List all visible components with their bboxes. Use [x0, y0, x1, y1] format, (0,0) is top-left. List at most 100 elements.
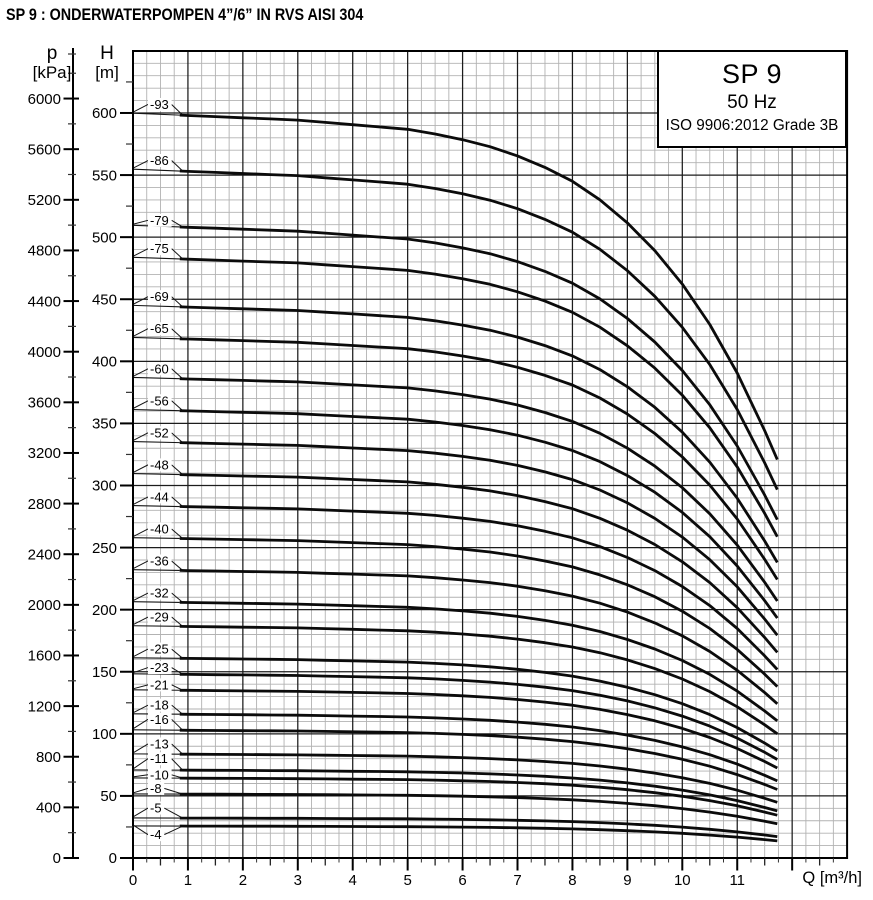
q-axis-tick-label: 7 — [513, 872, 521, 889]
pump-curve-21: -21 — [132, 677, 778, 770]
pump-curve-line — [179, 409, 779, 619]
pump-curve-44: -44 — [132, 489, 779, 671]
curve-label-bg — [148, 642, 172, 656]
pump-curve-line — [179, 337, 779, 581]
curve-label: -40 — [150, 521, 169, 536]
curve-label-bg — [148, 752, 172, 766]
curve-label-bg — [148, 213, 172, 227]
pressure-axis: 0 400 800 1200 1600 2000 2400 2800 3200 3600 4000 4… — [28, 48, 79, 867]
head-axis: 0 50 100 150 200 250 300 350 400 450 500 550 600 — [92, 81, 133, 867]
pump-curve-line — [179, 601, 779, 723]
pump-curve-line — [179, 816, 778, 838]
p-axis-tick-label: 2000 — [28, 597, 61, 614]
pump-curve-line — [179, 257, 779, 538]
q-axis-tick-label: 1 — [184, 872, 192, 889]
h-axis-tick-label: 50 — [100, 788, 117, 805]
h-axis-tick-label: 400 — [92, 354, 117, 371]
p-axis-tick-label: 1600 — [28, 648, 61, 665]
pressure-axis-symbol: p — [46, 43, 58, 64]
curve-label: -16 — [150, 712, 169, 727]
curve-label-bg — [148, 737, 172, 751]
h-axis-tick-label: 450 — [92, 291, 117, 308]
p-axis-tick-label: 3600 — [28, 395, 61, 412]
p-axis-tick-label: 2400 — [28, 546, 61, 563]
curve-label: -69 — [150, 289, 169, 304]
pump-curve-93: -93 — [132, 97, 779, 461]
pump-curve-52: -52 — [132, 425, 779, 637]
pump-curve-line — [179, 537, 779, 688]
flow-axis: 0 1 2 3 4 5 6 7 8 9 10 11 — [129, 858, 834, 889]
pump-curve-23: -23 — [132, 660, 778, 761]
pump-curve-56: -56 — [132, 393, 779, 619]
curve-label: -79 — [150, 213, 169, 228]
curve-label-bg — [148, 698, 172, 712]
curve-label: -65 — [150, 321, 169, 336]
curve-label-bg — [148, 242, 172, 256]
h-axis-tick-label: 200 — [92, 602, 117, 619]
curve-label-bg — [148, 490, 172, 504]
pump-curve-11: -11 — [132, 751, 778, 813]
pump-curve-line — [179, 752, 778, 804]
h-axis-tick-label: 500 — [92, 229, 117, 246]
curve-label: -10 — [150, 767, 169, 782]
curve-label-bg — [148, 290, 172, 304]
pressure-axis-unit: [kPa] — [32, 63, 72, 82]
p-axis-tick-label: 4400 — [28, 293, 61, 310]
pump-curve-line — [179, 505, 779, 671]
pump-curve-line — [179, 225, 779, 521]
p-axis-tick-label: 6000 — [28, 91, 61, 108]
pump-curve-line — [179, 441, 779, 637]
pump-curve-line — [179, 712, 778, 783]
pump-curve-line — [179, 377, 779, 602]
curve-label: -32 — [150, 586, 169, 601]
h-axis-tick-label: 150 — [92, 664, 117, 681]
curve-label: -11 — [150, 751, 168, 766]
q-axis-tick-label: 6 — [458, 872, 466, 889]
curve-label: -13 — [150, 736, 169, 751]
pump-curve-line — [179, 768, 778, 813]
pressure-axis-title: p [kPa] — [10, 44, 94, 82]
pump-curve-5: -5 — [132, 801, 778, 838]
curve-label-bg — [148, 610, 172, 624]
pump-curve-10: -10 — [132, 767, 778, 817]
pump-curve-36: -36 — [132, 553, 779, 705]
curve-label: -29 — [150, 610, 169, 625]
p-axis-tick-label: 4000 — [28, 344, 61, 361]
h-axis-tick-label: 100 — [92, 726, 117, 743]
p-axis-tick-label: 5200 — [28, 192, 61, 209]
q-axis-tick-label: 0 — [129, 872, 137, 889]
curve-label-bg — [148, 426, 172, 440]
p-axis-tick-label: 400 — [36, 800, 61, 817]
pump-curve-79: -79 — [132, 213, 779, 521]
h-axis-tick-label: 300 — [92, 478, 117, 495]
p-axis-tick-label: 0 — [53, 850, 61, 867]
curve-label-bg — [148, 554, 172, 568]
curve-label: -23 — [150, 660, 169, 675]
curve-label-bg — [148, 768, 172, 782]
pump-curve-48: -48 — [132, 457, 779, 654]
pump-curve-40: -40 — [132, 521, 779, 688]
curve-label: -44 — [150, 489, 169, 504]
page-title: SP 9 : ONDERWATERPOMPEN 4”/6” IN RVS AIS… — [6, 6, 364, 24]
pump-curve-line — [179, 688, 778, 770]
pump-curves: -93 -86 -79 -75 -69 -65 -60 -56 -52 -48 -44 -40 -36 -… — [132, 97, 779, 843]
curve-label: -75 — [150, 241, 169, 256]
pump-curve-8: -8 — [132, 781, 778, 826]
curve-label-bg — [148, 828, 165, 842]
curve-label-bg — [148, 97, 172, 111]
curve-label-bg — [148, 781, 165, 795]
curve-label-bg — [148, 522, 172, 536]
q-axis-tick-label: 11 — [729, 872, 745, 889]
curve-label-bg — [148, 458, 172, 472]
pump-curve-line — [179, 625, 779, 735]
h-axis-tick-label: 0 — [109, 850, 117, 867]
curve-label: -60 — [150, 361, 169, 376]
head-axis-symbol: H — [100, 43, 114, 64]
curve-label-bg — [148, 586, 172, 600]
h-axis-tick-label: 600 — [92, 105, 117, 122]
h-axis-tick-label: 250 — [92, 540, 117, 557]
grid — [133, 51, 848, 858]
pump-curve-line — [179, 656, 779, 753]
q-axis-tick-label: 2 — [239, 872, 247, 889]
